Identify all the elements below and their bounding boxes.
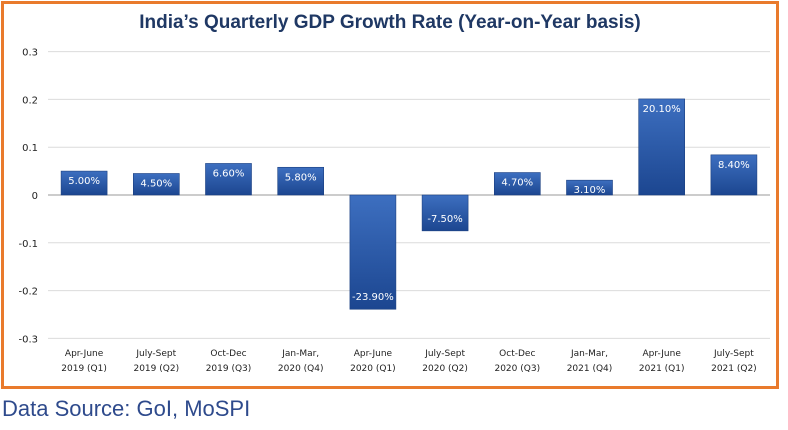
- x-category-label: 2019 (Q2): [133, 364, 179, 374]
- bar: [566, 179, 613, 196]
- bar-chart: 0.3 0.2 0.1 0 -0.1 -0.2 -0.3 5.00% 4.50% 6.60% 5.…: [18, 48, 770, 374]
- x-category-label: July-Sept: [135, 349, 176, 359]
- bar: [710, 154, 758, 196]
- chart-title: India’s Quarterly GDP Growth Rate (Year-…: [139, 12, 641, 33]
- y-tick-label: -0.1: [18, 239, 38, 250]
- bar: [277, 166, 325, 196]
- x-category-label: 2021 (Q2): [711, 364, 757, 374]
- x-category-label: Apr-June: [643, 349, 682, 359]
- bar: [493, 172, 541, 196]
- y-tick-label: 0.2: [22, 95, 38, 106]
- data-label: 8.40%: [718, 160, 750, 171]
- bar: [349, 194, 397, 310]
- y-tick-label: 0: [32, 191, 38, 202]
- x-category-label: 2020 (Q3): [494, 364, 540, 374]
- x-category-label: 2020 (Q4): [278, 364, 324, 374]
- data-label: -23.90%: [352, 292, 394, 303]
- x-category-label: 2019 (Q1): [61, 364, 107, 374]
- bar: [638, 98, 686, 196]
- x-category-label: 2019 (Q3): [206, 364, 252, 374]
- y-tick-label: -0.3: [18, 334, 38, 345]
- data-label: 20.10%: [643, 104, 681, 115]
- x-category-label: Oct-Dec: [499, 349, 535, 359]
- x-category-label: July-Sept: [424, 349, 465, 359]
- x-category-label: 2021 (Q1): [639, 364, 685, 374]
- data-label: 5.00%: [68, 176, 100, 187]
- x-category-label: Oct-Dec: [210, 349, 246, 359]
- x-category-label: July-Sept: [713, 349, 754, 359]
- data-label: -7.50%: [427, 214, 462, 225]
- bar: [133, 173, 180, 196]
- data-label: 4.50%: [140, 178, 172, 189]
- bar: [60, 170, 108, 196]
- x-category-label: Jan-Mar,: [570, 349, 608, 359]
- data-label: 6.60%: [213, 168, 245, 179]
- y-tick-label: 0.3: [22, 48, 38, 59]
- y-tick-label: 0.1: [22, 143, 38, 154]
- x-category-label: Apr-June: [65, 349, 104, 359]
- bar: [421, 194, 469, 232]
- y-tick-label: -0.2: [18, 287, 38, 298]
- data-label: 3.10%: [574, 185, 606, 196]
- x-category-label: Apr-June: [354, 349, 393, 359]
- data-label: 5.80%: [285, 172, 317, 183]
- x-category-label: 2020 (Q2): [422, 364, 468, 374]
- data-label: 4.70%: [501, 178, 533, 189]
- x-category-label: 2020 (Q1): [350, 364, 396, 374]
- x-category-label: 2021 (Q4): [567, 364, 613, 374]
- bar: [205, 163, 252, 196]
- data-source: Data Source: GoI, MoSPI: [2, 396, 251, 421]
- x-category-label: Jan-Mar,: [281, 349, 319, 359]
